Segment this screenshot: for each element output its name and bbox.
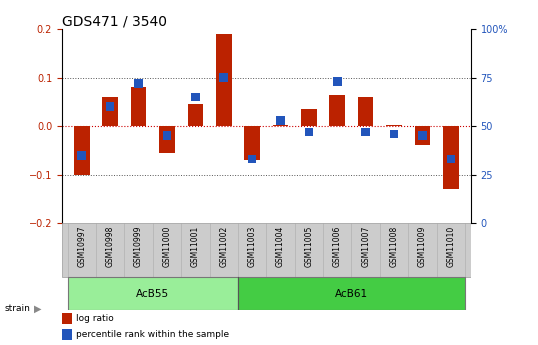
Bar [134,79,143,88]
Text: GSM10998: GSM10998 [105,226,115,267]
Bar [443,126,459,189]
Bar [216,34,231,126]
Bar [102,97,118,126]
Bar [301,109,317,126]
Bar [276,116,285,125]
Bar [244,126,260,160]
Text: strain: strain [4,304,30,313]
Bar [386,125,402,126]
Text: ▶: ▶ [34,304,41,314]
Bar [106,102,115,111]
Text: GSM11004: GSM11004 [276,226,285,267]
Bar [62,329,72,340]
Bar [248,155,257,164]
Bar [131,87,146,126]
Text: GSM10999: GSM10999 [134,226,143,267]
Text: AcB61: AcB61 [335,289,368,299]
Bar [358,97,373,126]
Bar [273,125,288,126]
Bar [188,104,203,126]
Bar [220,73,228,82]
Text: GSM11008: GSM11008 [390,226,399,267]
Text: GSM11006: GSM11006 [333,226,342,267]
Bar [238,277,465,310]
Bar [447,155,455,164]
Bar [162,131,171,140]
Text: GSM10997: GSM10997 [77,226,86,267]
Bar [418,131,427,140]
Text: GSM11007: GSM11007 [361,226,370,267]
Text: GSM11010: GSM11010 [447,226,455,267]
Bar [305,128,313,136]
Bar [159,126,175,153]
Text: GSM11001: GSM11001 [191,226,200,267]
Bar [62,223,471,277]
Text: log ratio: log ratio [76,314,114,323]
Text: GSM11005: GSM11005 [305,226,314,267]
Text: GSM11000: GSM11000 [162,226,172,267]
Bar [62,314,72,324]
Bar [74,126,89,175]
Bar [362,128,370,136]
Bar [390,129,398,138]
Text: GSM11009: GSM11009 [418,226,427,267]
Bar [415,126,430,146]
Bar [333,77,342,86]
Bar [329,95,345,126]
Text: percentile rank within the sample: percentile rank within the sample [76,330,229,339]
Bar [191,93,200,101]
Text: GSM11003: GSM11003 [247,226,257,267]
Text: GSM11002: GSM11002 [219,226,228,267]
Bar [68,277,238,310]
Text: AcB55: AcB55 [136,289,169,299]
Text: GDS471 / 3540: GDS471 / 3540 [62,14,167,28]
Bar [77,151,86,159]
